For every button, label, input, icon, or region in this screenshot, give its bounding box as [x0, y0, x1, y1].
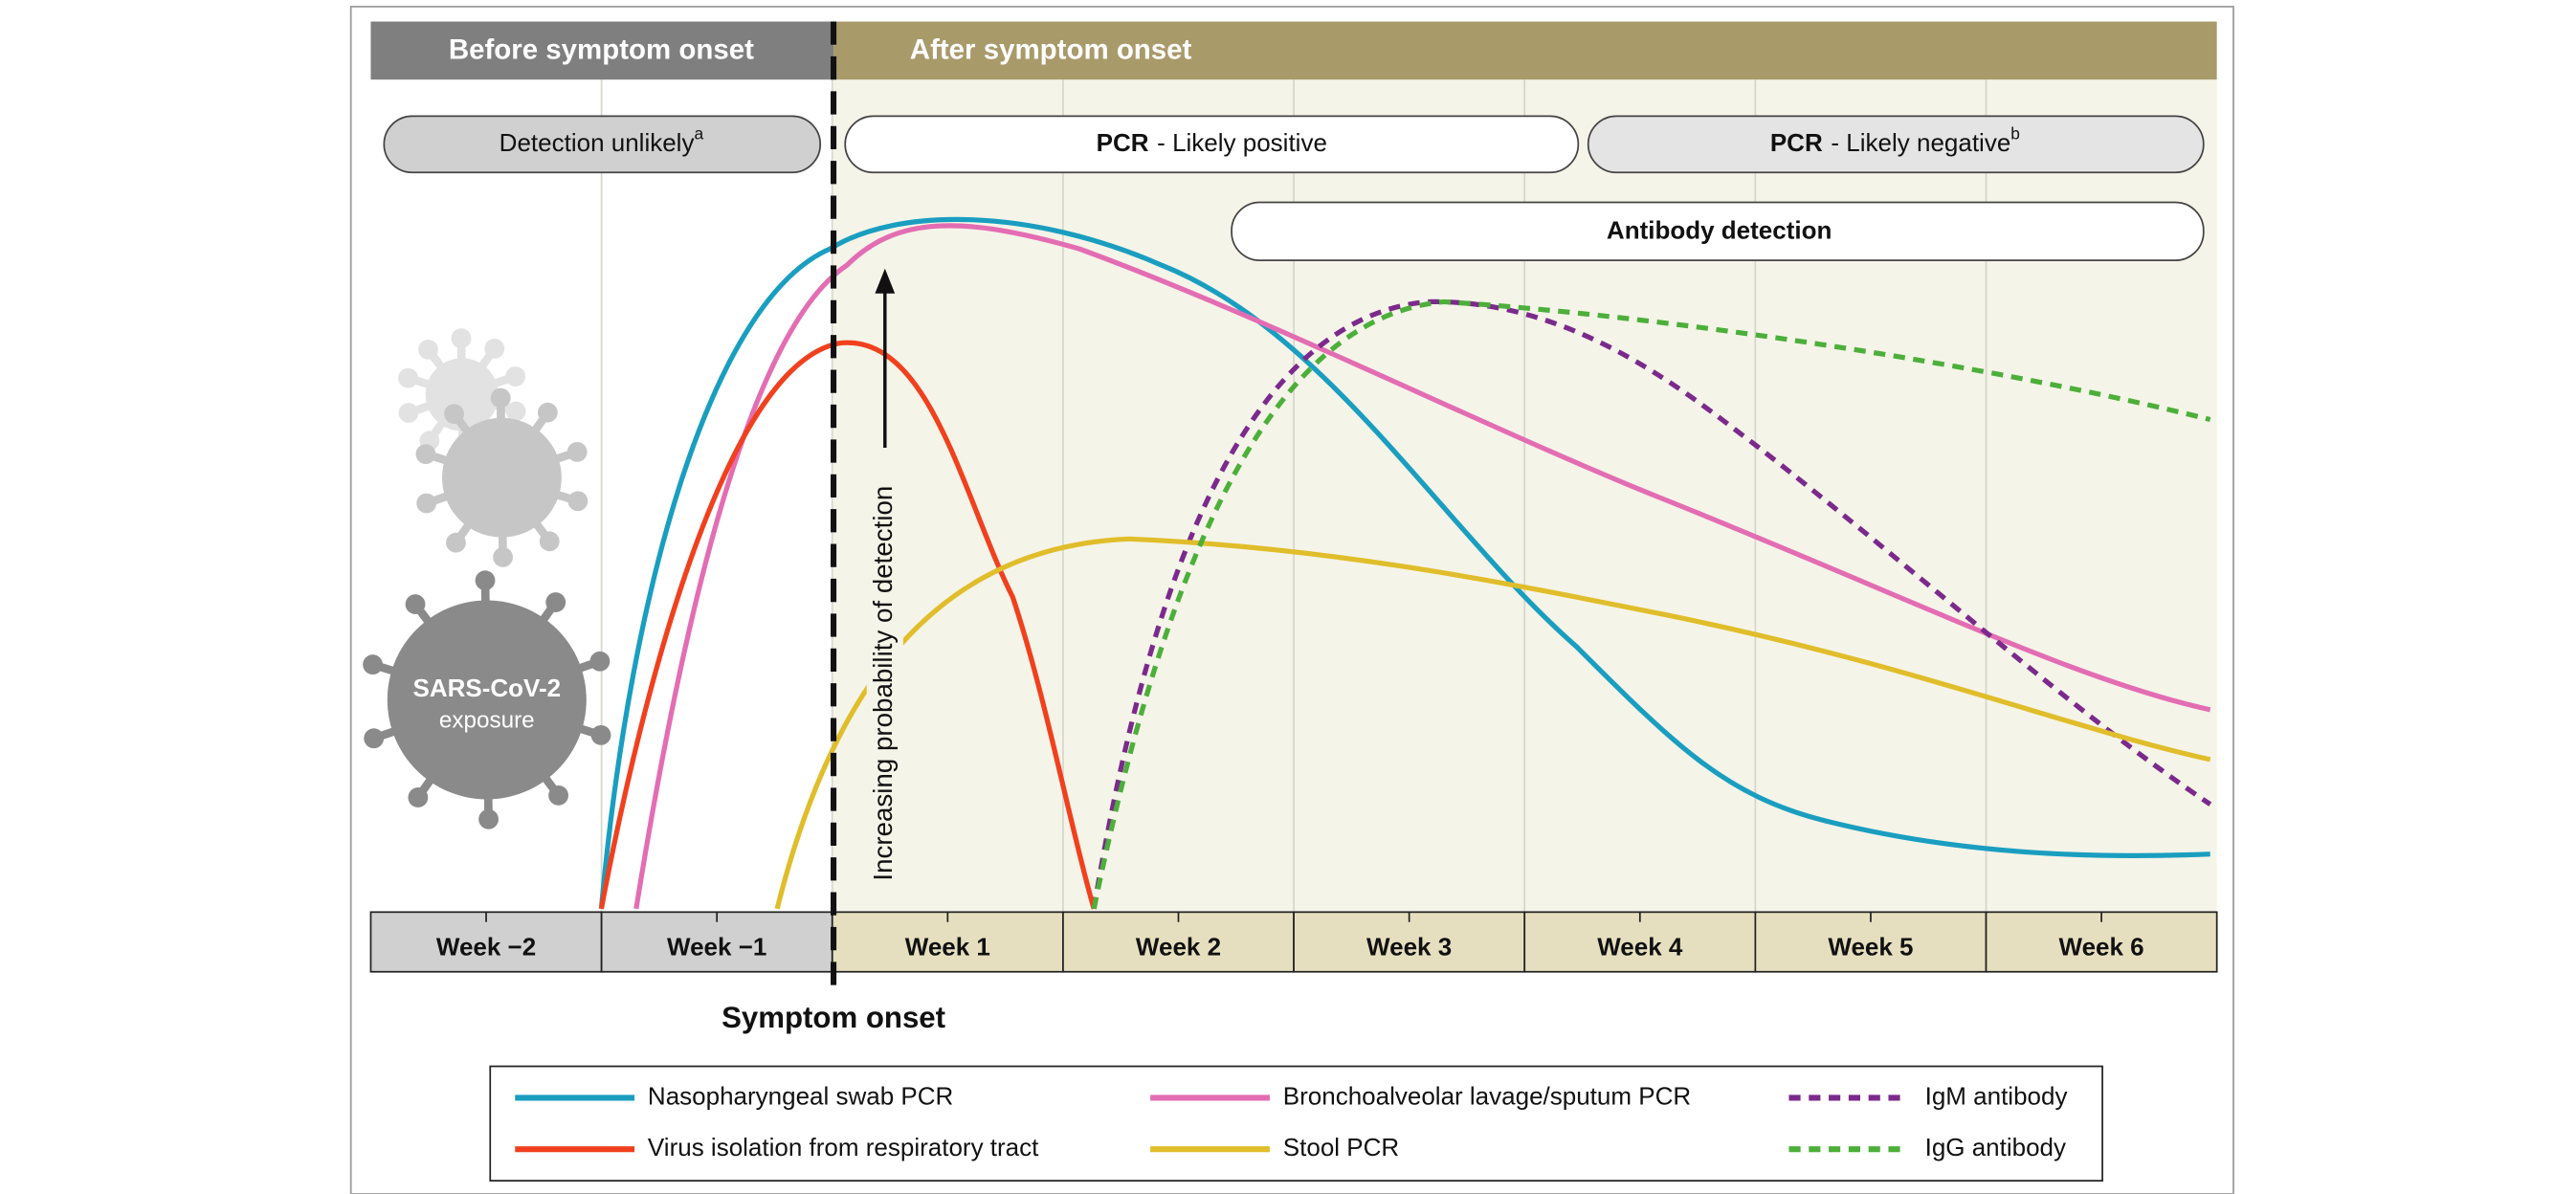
band-text: Detection unlikely: [500, 128, 695, 157]
legend-label: Nasopharyngeal swab PCR: [648, 1081, 953, 1110]
onset-label: Symptom onset: [722, 1001, 945, 1034]
band-text: - Likely positive: [1157, 128, 1327, 157]
curve: [598, 340, 1097, 910]
note: a: [694, 123, 703, 143]
week-label: Week −1: [667, 932, 766, 961]
exposure-label: exposure: [439, 707, 535, 733]
legend-label: IgG antibody: [1925, 1133, 2066, 1161]
band-text: PCR - Likely positive: [1097, 128, 1327, 157]
band-bold: PCR: [1097, 128, 1149, 157]
header-text: Before symptom onset: [449, 34, 754, 66]
band-text: Antibody detection: [1607, 216, 1832, 245]
header-before: [370, 21, 834, 80]
spike-tip: [398, 403, 419, 423]
spike-tip: [475, 570, 496, 591]
legend-label: Stool PCR: [1283, 1133, 1399, 1161]
spike-tip: [478, 808, 499, 829]
arrow-head: [875, 268, 896, 294]
spike-tip: [548, 785, 568, 806]
virus: [387, 600, 587, 800]
band-pill: [844, 115, 1580, 174]
spike-tip: [363, 654, 383, 674]
week-label: Week 2: [1136, 932, 1221, 961]
virus-icons: [363, 328, 611, 829]
spike-tip: [567, 491, 588, 512]
curve: [598, 216, 2210, 910]
spike-tip: [589, 651, 611, 672]
spike-tip: [405, 594, 426, 614]
spike-tip: [416, 493, 437, 514]
spike-tip: [505, 366, 525, 387]
spike-tip: [490, 387, 511, 409]
curve: [1091, 298, 2212, 910]
week-label: Week 1: [905, 932, 990, 961]
band-text: Detection unlikelya: [500, 123, 704, 157]
spike-tip: [446, 532, 466, 553]
spike-tip: [451, 328, 472, 349]
spike-tip: [590, 724, 611, 745]
week-axis: Week −2 Week −1 Week 1 Week 2 Week 3 Week 4 We…: [369, 911, 2218, 973]
band-bold: PCR: [1770, 128, 1823, 157]
spike-tip: [537, 402, 558, 423]
note: b: [2010, 123, 2020, 143]
legend: [489, 1065, 2103, 1183]
spike-tip: [418, 339, 438, 360]
exposure-label: SARS-CoV-2: [413, 674, 562, 702]
week-label: Week 3: [1366, 932, 1452, 961]
virus: [425, 358, 499, 431]
week-label: Week 4: [1597, 932, 1683, 961]
spike-tip: [364, 728, 385, 749]
y-label: Increasing probability of detection: [868, 486, 898, 881]
spike-tip: [484, 338, 505, 359]
header-text: After symptom onset: [910, 34, 1192, 66]
spike-tip: [444, 404, 464, 424]
curve: [1091, 298, 2211, 910]
spike-tip: [398, 367, 418, 388]
band-pill: [383, 115, 822, 174]
band-pill: [1587, 115, 2205, 174]
spike-tip: [539, 531, 560, 552]
spike-tip: [493, 546, 513, 567]
spike-tip: [505, 401, 526, 422]
spike-tip: [545, 592, 566, 612]
band-text: PCR - Likely negativeb: [1770, 123, 2020, 157]
spike-tip: [415, 444, 436, 465]
legend-items: Nasopharyngeal swab PCR Bronchoalveolar l…: [515, 1081, 2067, 1161]
spike-tip: [566, 441, 588, 462]
header-after: [833, 21, 2217, 80]
band-text: - Likely negative: [1831, 128, 2010, 157]
legend-label: Virus isolation from respiratory tract: [648, 1133, 1039, 1161]
spike-tip: [408, 787, 429, 807]
legend-label: IgM antibody: [1925, 1081, 2068, 1110]
label-bg: [866, 448, 903, 913]
legend-label: Bronchoalveolar lavage/sputum PCR: [1283, 1081, 1691, 1110]
week-label: Week 6: [2059, 932, 2144, 961]
band-pill: [1231, 201, 2205, 261]
week-label: Week −2: [436, 932, 536, 961]
virus: [442, 417, 562, 538]
week-label: Week 5: [1828, 932, 1913, 961]
